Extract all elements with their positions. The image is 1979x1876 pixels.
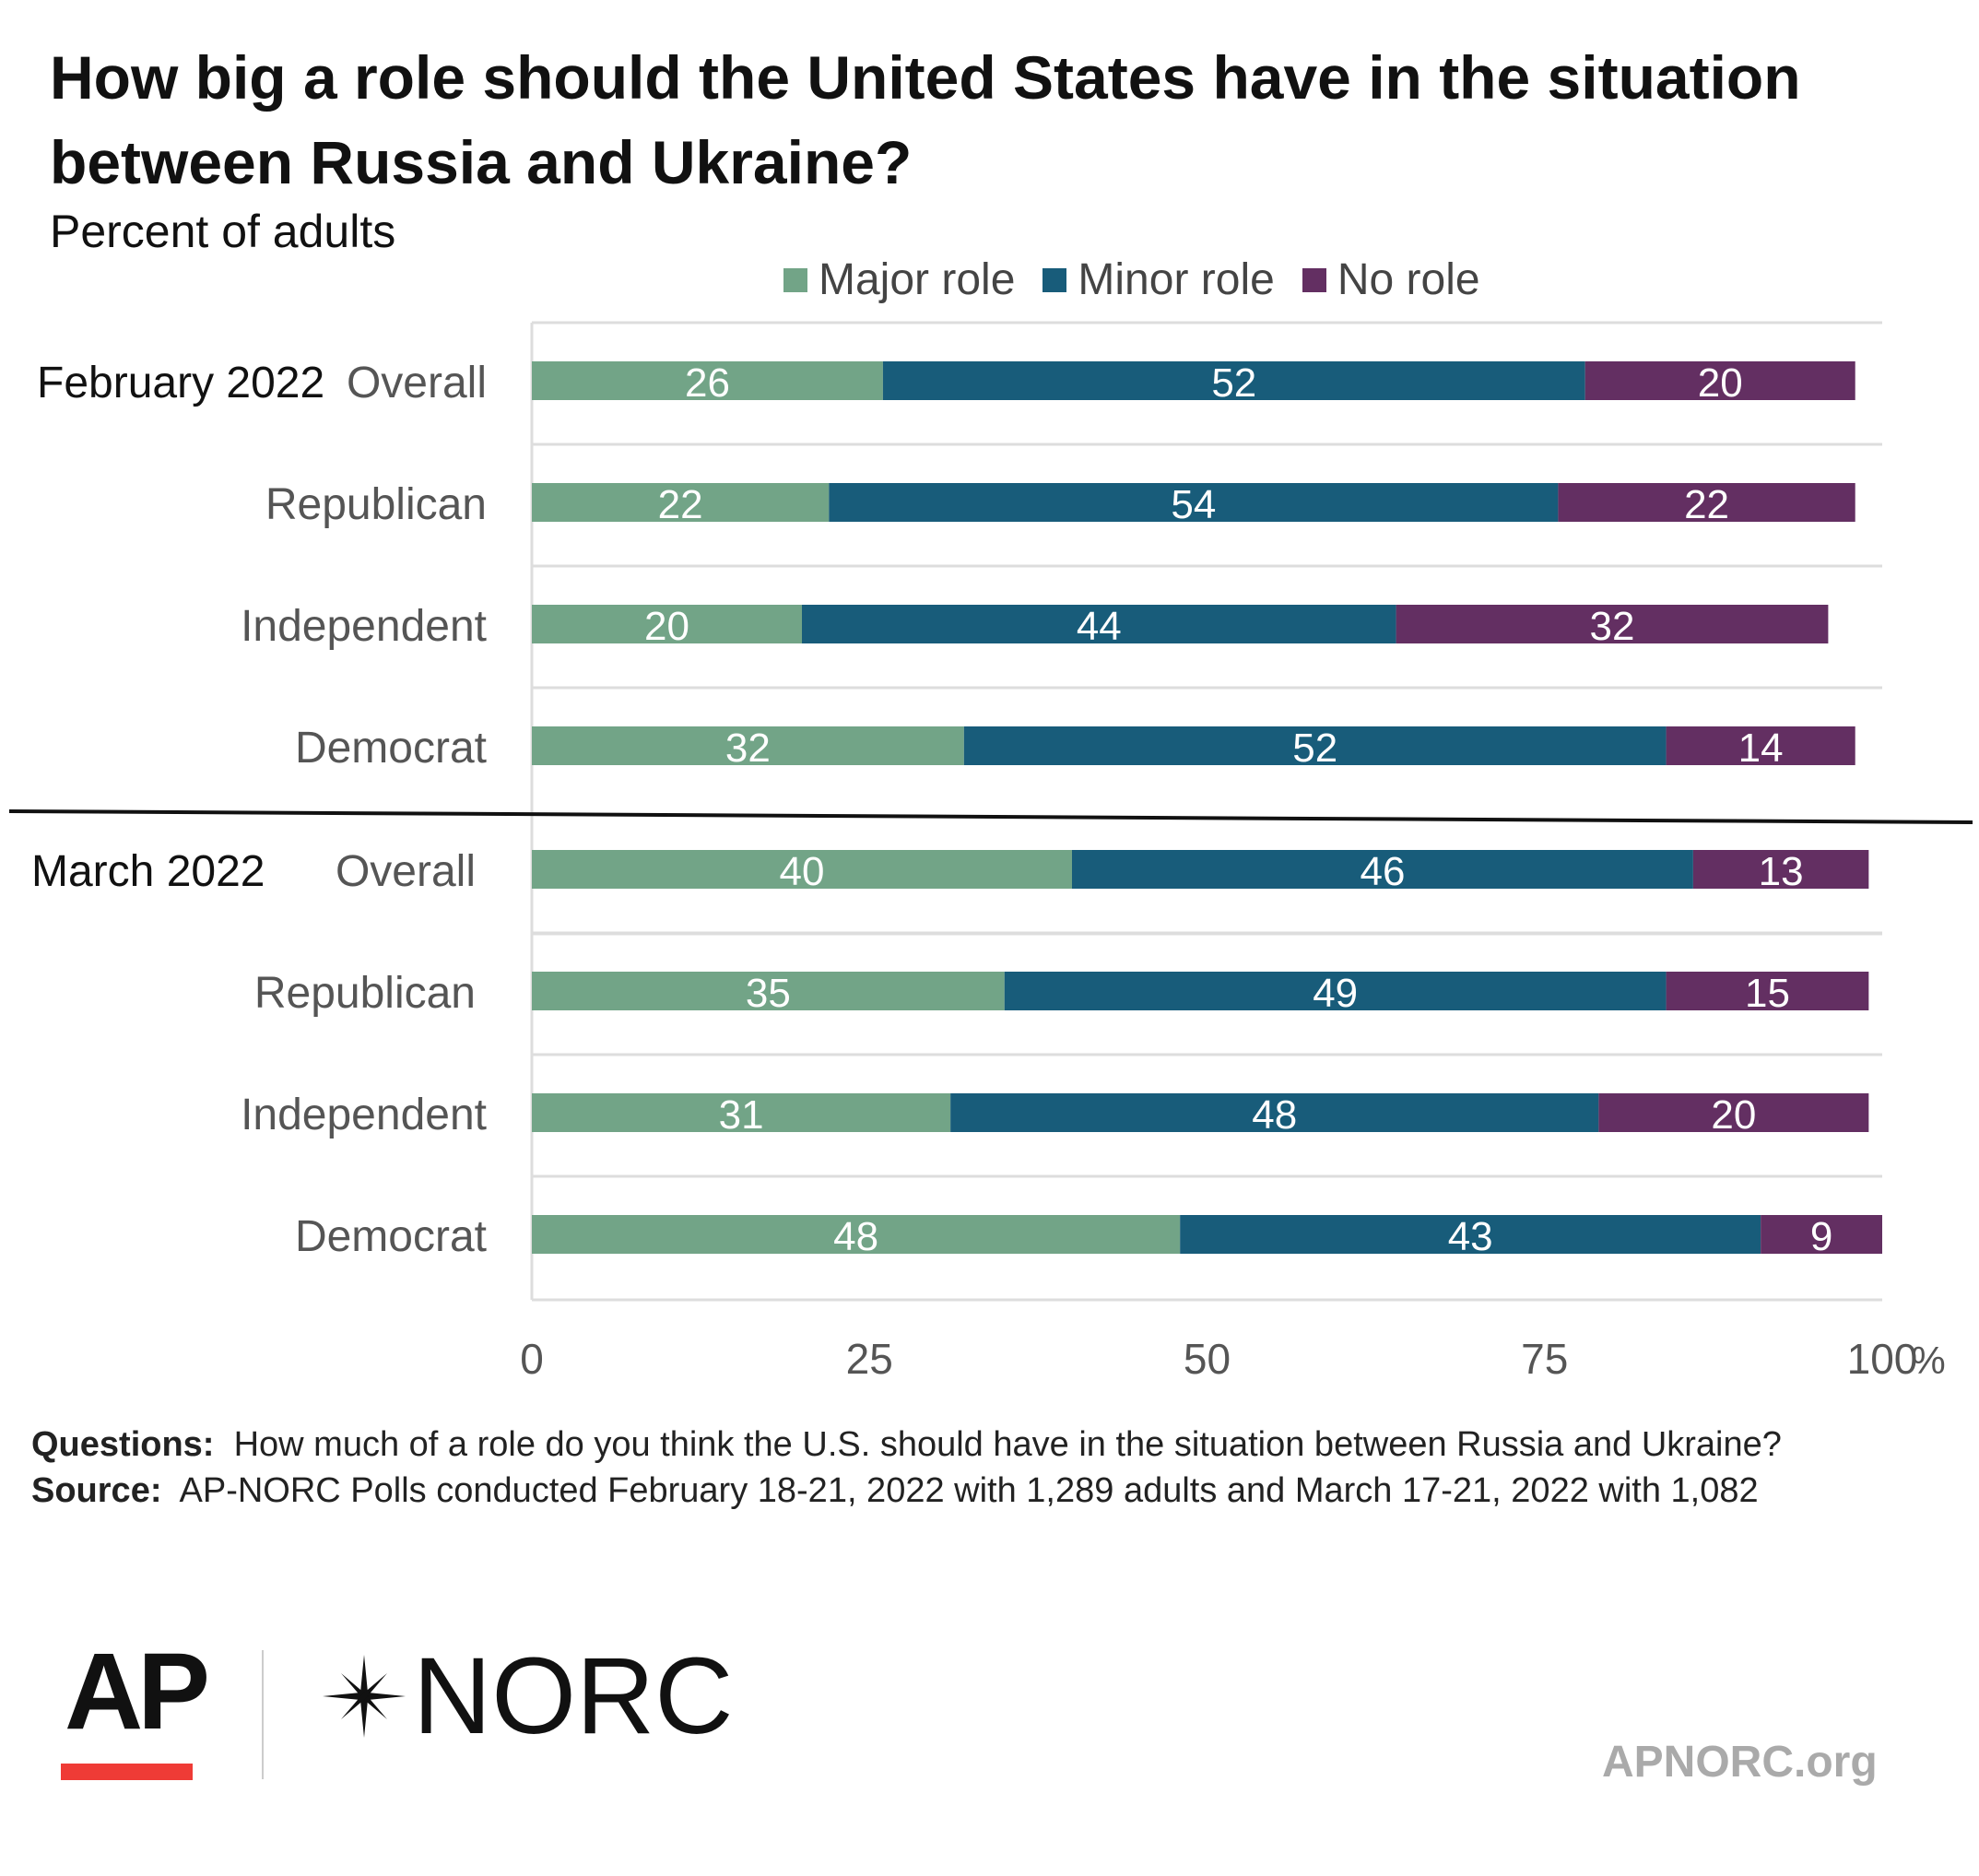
chart-legend: Major role Minor role No role	[783, 254, 1508, 305]
data-label: 46	[1360, 849, 1405, 894]
data-label: 40	[780, 849, 825, 894]
chart-title: How big a role should the United States …	[50, 43, 1801, 196]
legend-swatch-none	[1302, 267, 1326, 292]
legend-label-none: No role	[1337, 255, 1480, 304]
bar-segment	[1558, 483, 1855, 522]
stacked-bar-chart: February 2022 Overall 26 52 20 Republican 22 54…	[8, 321, 1973, 1383]
bar-segment	[532, 605, 802, 643]
x-tick-label: 50	[1184, 1335, 1231, 1383]
data-label: 22	[658, 482, 703, 527]
bar-segment	[882, 361, 1585, 400]
data-label: 9	[1810, 1214, 1832, 1259]
data-label: 54	[1171, 482, 1216, 527]
data-label: 52	[1292, 726, 1337, 771]
group-label: March 2022	[31, 847, 265, 896]
legend-swatch-major	[783, 267, 807, 292]
bar-segment	[829, 483, 1559, 522]
bar-segment	[532, 361, 883, 400]
category-label: Republican	[265, 480, 487, 529]
bar-segment	[802, 605, 1396, 643]
bar-segment	[963, 726, 1667, 765]
category-label: Republican	[254, 969, 476, 1018]
x-unit-label: %	[1911, 1339, 1945, 1382]
norc-star-icon	[323, 1655, 406, 1738]
category-label: Democrat	[295, 1212, 487, 1261]
bar-segment	[532, 972, 1005, 1010]
data-label: 20	[1711, 1092, 1756, 1138]
bar-segment	[1180, 1215, 1761, 1254]
questions-label: Questions:	[31, 1425, 215, 1464]
data-label: 48	[833, 1214, 878, 1259]
bar-segment	[1004, 972, 1667, 1010]
category-label: Independent	[241, 602, 487, 651]
chart-subtitle: Percent of adults	[50, 206, 396, 257]
source-note: Source: AP-NORC Polls conducted February…	[31, 1471, 1759, 1511]
group-divider	[8, 809, 1973, 824]
bar-segment	[1761, 1215, 1882, 1254]
data-label: 52	[1211, 360, 1256, 406]
ap-logo: AP	[65, 1631, 210, 1752]
bar-segment	[532, 1215, 1181, 1254]
site-url: APNORC.org	[1602, 1738, 1878, 1787]
legend-item-major: Major role	[783, 254, 1015, 305]
data-label: 14	[1738, 726, 1784, 771]
bar-segment	[532, 1093, 951, 1132]
bar-segment	[1584, 361, 1855, 400]
data-label: 20	[644, 604, 689, 649]
x-tick-label: 75	[1521, 1335, 1568, 1383]
questions-text: How much of a role do you think the U.S.…	[233, 1425, 1782, 1464]
source-label: Source:	[31, 1471, 162, 1510]
logo-divider	[262, 1650, 264, 1779]
data-label: 43	[1448, 1214, 1493, 1259]
data-label: 31	[719, 1092, 764, 1138]
data-label: 32	[1590, 604, 1635, 649]
group-label: February 2022	[37, 359, 324, 407]
category-label: Overall	[336, 847, 476, 896]
category-label: Overall	[347, 359, 487, 407]
data-label: 44	[1077, 604, 1122, 649]
bar-segment	[1598, 1093, 1869, 1132]
norc-logo: NORC	[413, 1635, 734, 1757]
ap-logo-bar	[61, 1764, 193, 1780]
source-text: AP-NORC Polls conducted February 18-21, …	[179, 1471, 1759, 1510]
data-label: 15	[1745, 971, 1790, 1016]
questions-note: Questions: How much of a role do you thi…	[31, 1425, 1782, 1465]
data-label: 13	[1759, 849, 1804, 894]
bar-segment	[532, 483, 830, 522]
data-label: 48	[1252, 1092, 1297, 1138]
data-label: 49	[1313, 971, 1358, 1016]
data-label: 20	[1698, 360, 1743, 406]
bar-segment	[1396, 605, 1829, 643]
legend-label-major: Major role	[819, 255, 1016, 304]
data-label: 32	[725, 726, 771, 771]
bar-segment	[1692, 850, 1869, 889]
x-tick-label: 0	[520, 1335, 544, 1383]
bar-segment	[532, 850, 1072, 889]
bar-segment	[950, 1093, 1599, 1132]
x-tick-label: 25	[846, 1335, 893, 1383]
category-label: Democrat	[295, 724, 487, 773]
data-label: 35	[746, 971, 791, 1016]
bar-segment	[532, 726, 964, 765]
bar-segment	[1666, 972, 1869, 1010]
legend-label-minor: Minor role	[1078, 255, 1275, 304]
legend-item-none: No role	[1302, 254, 1480, 305]
bar-segment	[1666, 726, 1855, 765]
x-tick-label: 100	[1847, 1335, 1918, 1383]
data-label: 26	[685, 360, 730, 406]
legend-swatch-minor	[1043, 267, 1067, 292]
legend-item-minor: Minor role	[1043, 254, 1275, 305]
bar-segment	[1072, 850, 1693, 889]
category-label: Independent	[241, 1091, 487, 1139]
data-label: 22	[1684, 482, 1729, 527]
